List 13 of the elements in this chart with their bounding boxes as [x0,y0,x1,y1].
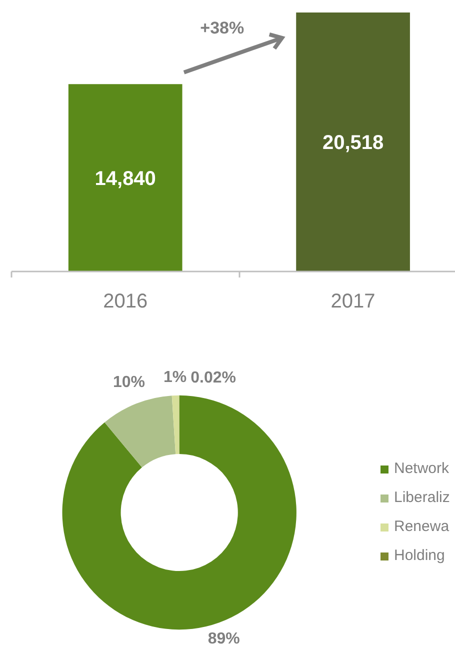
x-tick-label: 2017 [330,290,376,312]
legend-label: Renewa [394,517,450,536]
legend-label: Liberaliz [394,488,450,508]
legend-label: Network [394,459,450,478]
legend-label: Holding [394,546,445,566]
data-label: 10% [112,374,146,392]
x-tick-label: 2016 [103,290,148,312]
annotation: +38% [200,18,244,38]
data-label: 14,840 [94,168,156,190]
data-label: 20,518 [322,132,384,154]
data-label: 1% [163,369,187,386]
data-label: 0.02% [190,370,236,387]
data-label: 89% [208,630,240,648]
